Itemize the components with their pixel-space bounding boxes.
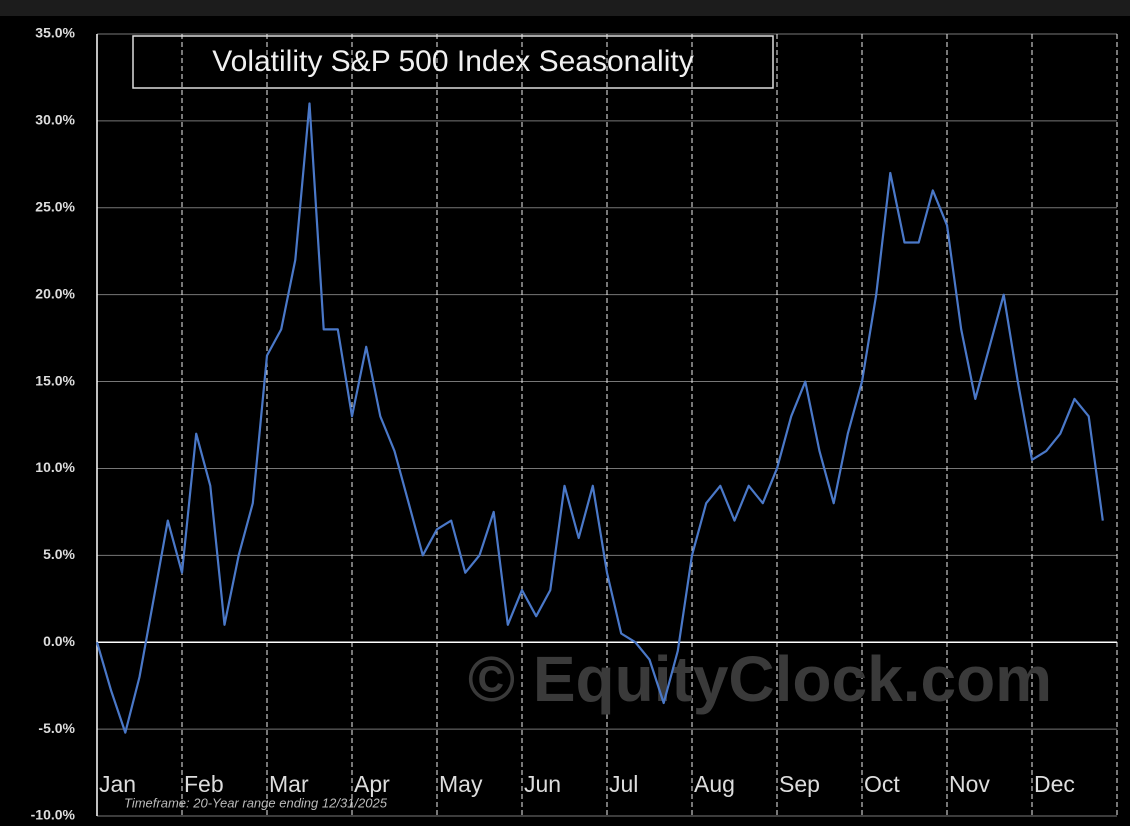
- x-tick-label: Oct: [864, 771, 900, 797]
- title-box: [132, 35, 774, 89]
- y-tick-label: -10.0%: [31, 807, 76, 823]
- x-tick-label: May: [439, 771, 483, 797]
- x-tick-label: Jun: [524, 771, 561, 797]
- y-tick-label: -5.0%: [38, 720, 75, 736]
- series-line: [95, 102, 1104, 734]
- y-tick-label: 20.0%: [35, 285, 75, 301]
- x-tick-label: Feb: [184, 771, 224, 797]
- top-bar: [0, 0, 1130, 16]
- x-tick-label: Dec: [1034, 771, 1075, 797]
- watermark: © EquityClock.com: [468, 643, 1052, 715]
- y-tick-label: 25.0%: [35, 198, 75, 214]
- y-tick-label: 30.0%: [35, 112, 75, 128]
- x-tick-label: Nov: [949, 771, 990, 797]
- y-tick-label: 15.0%: [35, 372, 75, 388]
- y-tick-label: 10.0%: [35, 459, 75, 475]
- x-tick-label: Sep: [779, 771, 820, 797]
- y-tick-label: 35.0%: [35, 25, 75, 41]
- x-tick-label: Jan: [99, 771, 136, 797]
- chart-title: Volatility S&P 500 Index Seasonality: [212, 45, 693, 78]
- x-tick-label: Apr: [354, 771, 390, 797]
- footnote: Timeframe: 20-Year range ending 12/31/20…: [124, 795, 388, 810]
- grid: [96, 33, 1118, 817]
- x-tick-label: Aug: [694, 771, 735, 797]
- y-tick-label: 0.0%: [43, 633, 75, 649]
- x-tick-label: Mar: [269, 771, 309, 797]
- x-tick-label: Jul: [609, 771, 638, 797]
- y-tick-label: 5.0%: [43, 546, 75, 562]
